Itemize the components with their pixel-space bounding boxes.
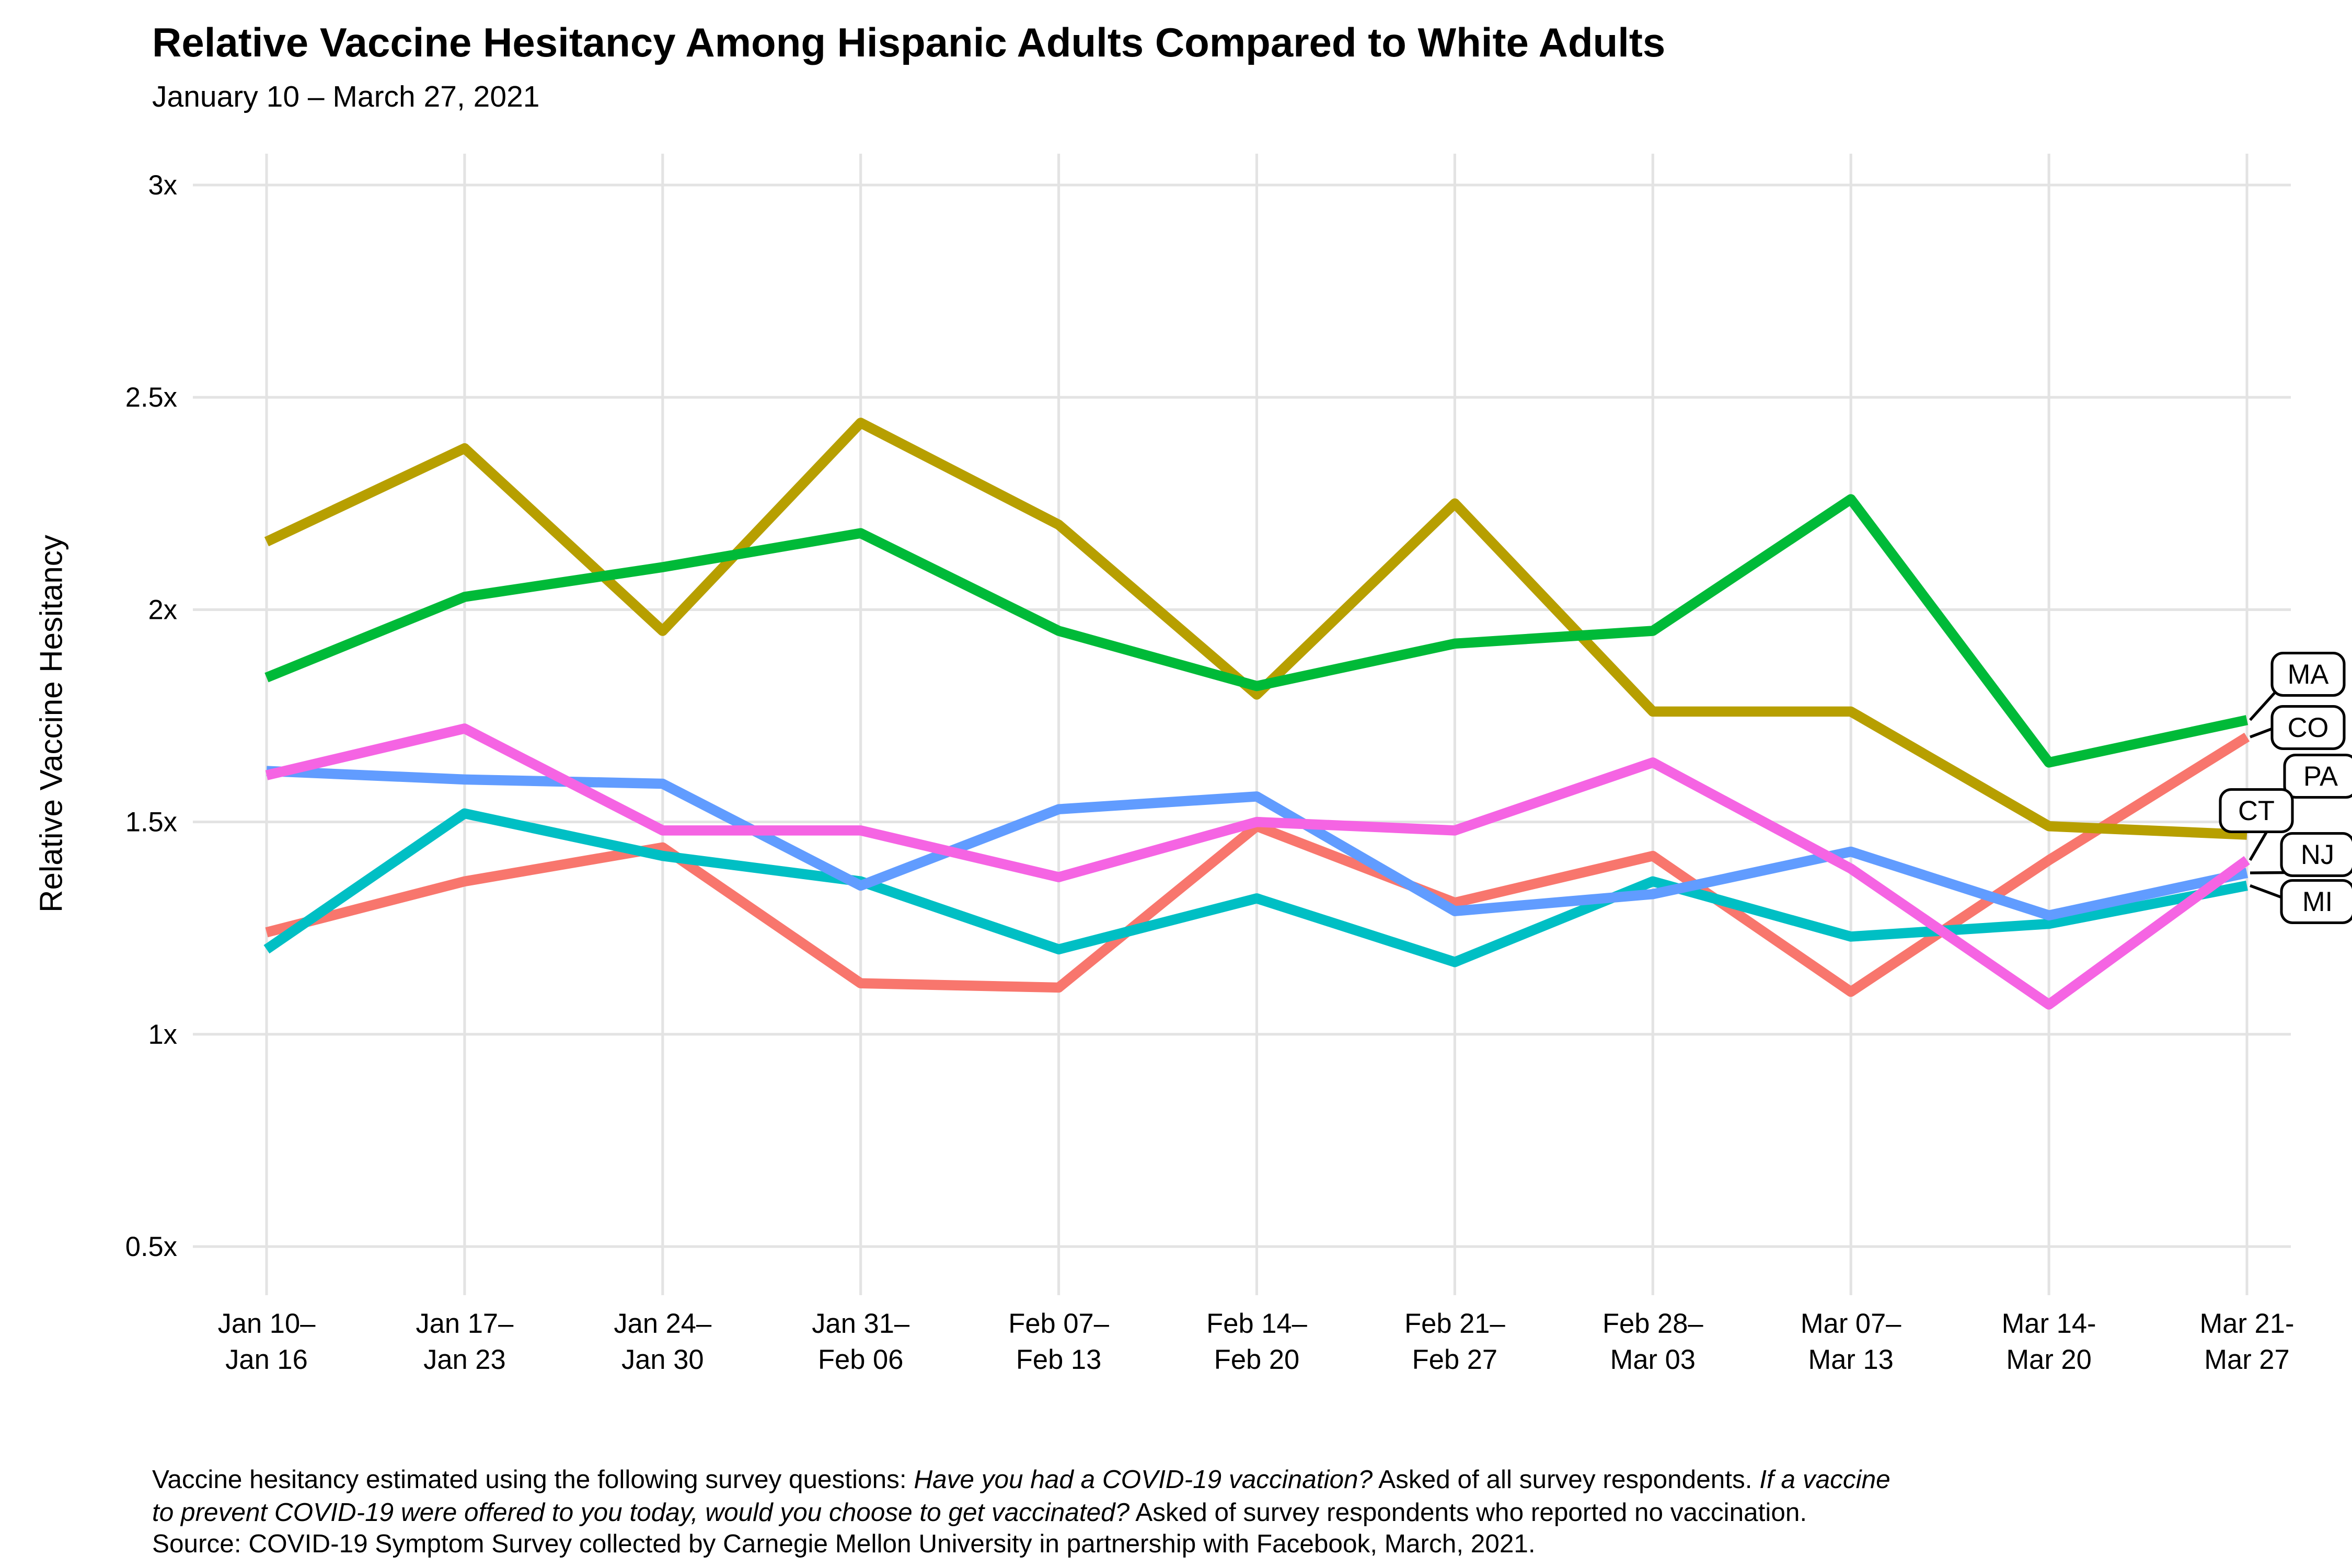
end-label-text-MA: MA — [2288, 659, 2329, 690]
x-tick-label-line2: Mar 13 — [1808, 1344, 1893, 1375]
caption-segment: to prevent COVID-19 were offered to you … — [152, 1498, 1130, 1527]
end-label-box-CO — [2270, 705, 2346, 751]
x-tick-label-line2: Jan 30 — [621, 1344, 704, 1375]
y-tick-label: 3x — [148, 170, 177, 201]
x-tick-label-line2: Mar 20 — [2006, 1344, 2091, 1375]
end-label-text-CT: CT — [2238, 795, 2275, 826]
x-tick-label-line1: Mar 21- — [2200, 1308, 2295, 1339]
x-tick-label-line1: Jan 24– — [614, 1308, 712, 1339]
end-label-connector-MA — [2249, 691, 2277, 721]
end-label-box-CT — [2219, 788, 2294, 834]
caption-segment: Asked of survey respondents who reported… — [1129, 1498, 1807, 1527]
caption-segment: Have you had a COVID-19 vaccination? — [914, 1466, 1373, 1494]
x-tick-label-line1: Mar 07– — [1801, 1308, 1901, 1339]
x-tick-label-line1: Feb 28– — [1602, 1308, 1703, 1339]
series-line-PA — [265, 723, 2250, 1010]
caption-segment: Vaccine hesitancy estimated using the fo… — [152, 1466, 914, 1494]
x-tick-label-line1: Jan 10– — [218, 1308, 316, 1339]
series-line-MA — [264, 494, 2249, 768]
caption-line-1: Vaccine hesitancy estimated using the fo… — [152, 1465, 2285, 1497]
caption: Vaccine hesitancy estimated using the fo… — [152, 1465, 2285, 1561]
y-tick-label: 1.5x — [125, 807, 177, 838]
x-tick-label-line1: Jan 17– — [416, 1308, 514, 1339]
caption-segment: Source: COVID-19 Symptom Survey collecte… — [152, 1530, 1536, 1559]
y-tick-label: 2.5x — [125, 382, 177, 413]
series-line-MI — [263, 808, 2248, 967]
x-tick-label-line2: Feb 06 — [818, 1344, 903, 1375]
x-tick-label-line2: Jan 16 — [225, 1344, 308, 1375]
y-tick-label: 1x — [148, 1019, 177, 1050]
x-tick-label-line1: Feb 21– — [1404, 1308, 1505, 1339]
end-label-text-NJ: NJ — [2301, 839, 2334, 870]
caption-segment: Asked of all survey respondents. — [1373, 1466, 1760, 1494]
x-tick-label-line1: Mar 14- — [2002, 1308, 2096, 1339]
end-label-connector-MI — [2250, 884, 2285, 900]
end-label-box-PA — [2283, 753, 2352, 799]
chart-title: Relative Vaccine Hesitancy Among Hispani… — [152, 19, 1666, 66]
x-tick-label-line1: Feb 14– — [1206, 1308, 1307, 1339]
x-tick-label-line2: Feb 13 — [1016, 1344, 1101, 1375]
series-line-CT — [264, 418, 2247, 840]
x-tick-label-line1: Jan 31– — [812, 1308, 910, 1339]
x-tick-label-line2: Feb 20 — [1214, 1344, 1299, 1375]
y-tick-label: 0.5x — [125, 1231, 177, 1262]
series-line-NJ — [266, 766, 2249, 921]
end-label-text-MI: MI — [2302, 886, 2333, 917]
caption-line-2: to prevent COVID-19 were offered to you … — [152, 1497, 2285, 1529]
x-tick-label-line2: Feb 27 — [1412, 1344, 1497, 1375]
caption-segment: If a vaccine — [1759, 1466, 1890, 1494]
x-tick-label-line2: Mar 03 — [1610, 1344, 1696, 1375]
caption-line-3: Source: COVID-19 Symptom Survey collecte… — [152, 1529, 2285, 1561]
end-label-text-CO: CO — [2288, 712, 2329, 743]
x-tick-label-line1: Feb 07– — [1008, 1308, 1109, 1339]
y-tick-label: 2x — [148, 594, 177, 625]
x-tick-label-line2: Jan 23 — [423, 1344, 506, 1375]
end-label-box-MA — [2270, 651, 2346, 697]
x-tick-label-line2: Mar 27 — [2204, 1344, 2289, 1375]
chart-subtitle: January 10 – March 27, 2021 — [152, 82, 540, 114]
end-label-text-PA: PA — [2303, 761, 2338, 792]
end-label-box-MI — [2280, 879, 2352, 925]
end-label-box-NJ — [2280, 832, 2352, 878]
